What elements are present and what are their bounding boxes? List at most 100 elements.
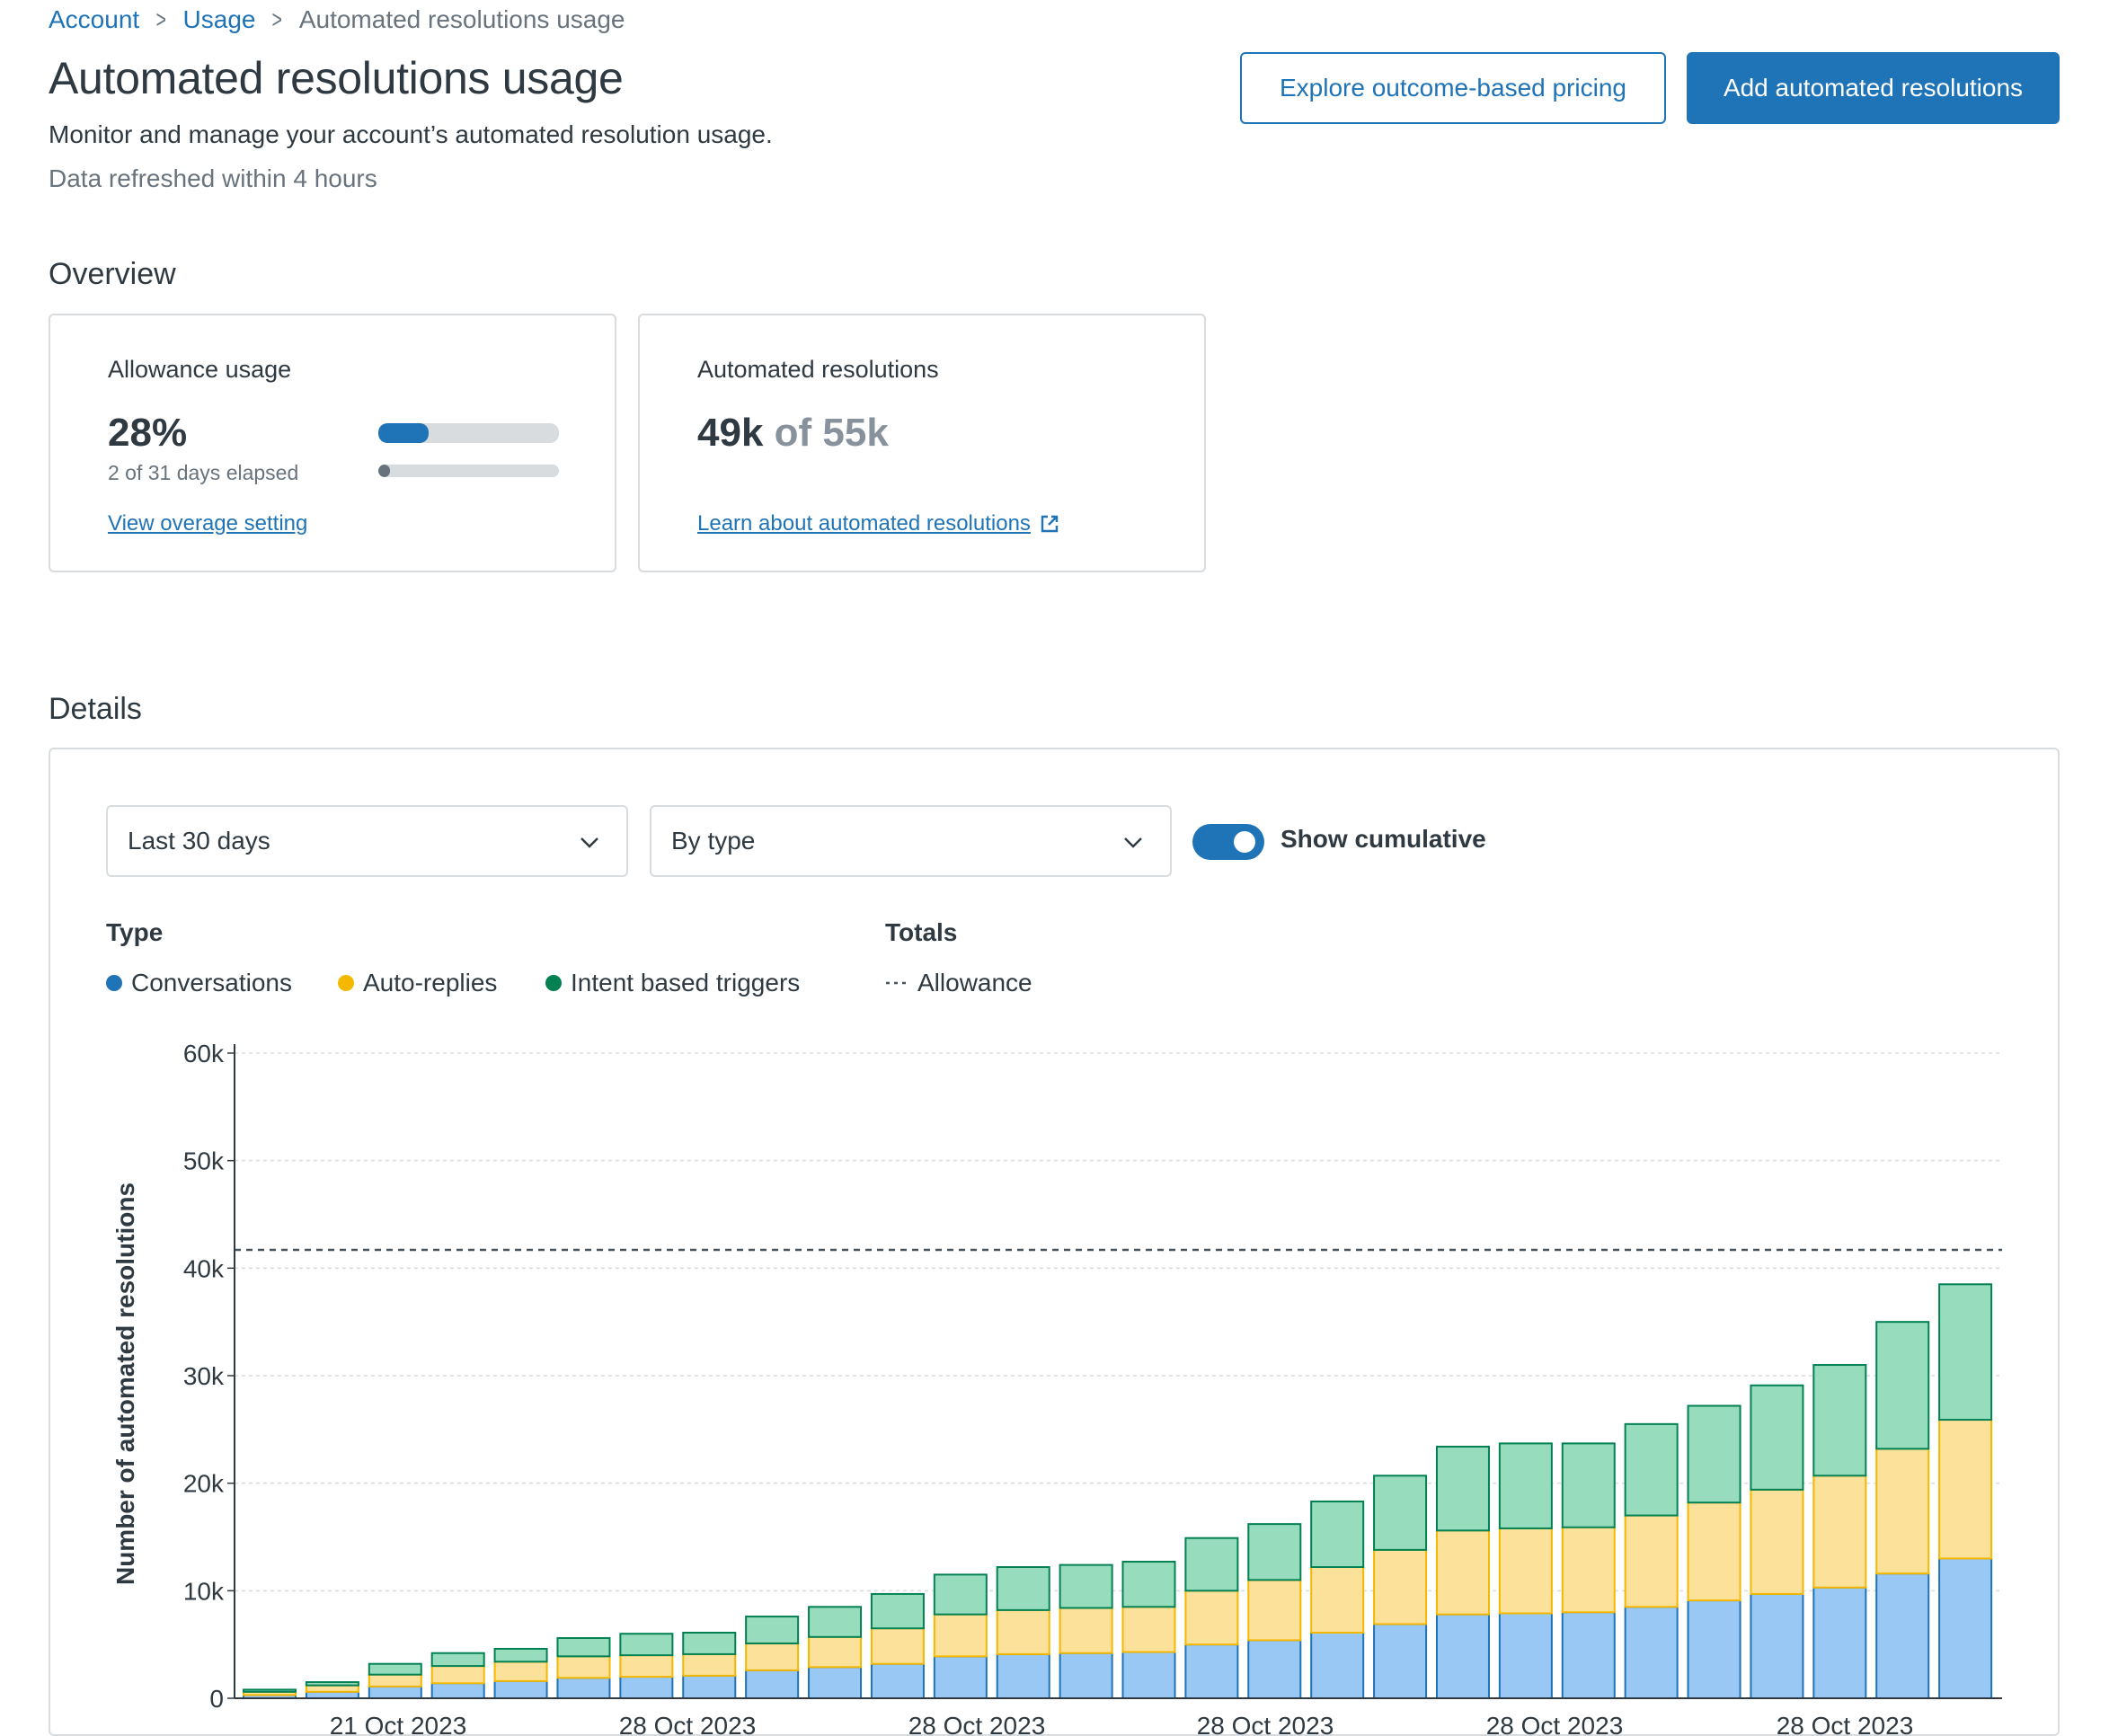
show-cumulative-label: Show cumulative: [1281, 825, 1486, 853]
allowance-usage-card: Allowance usage 28% 2 of 31 days elapsed…: [49, 314, 616, 572]
legend-totals-heading: Totals: [885, 918, 958, 946]
bar-intent-triggers: [870, 1592, 925, 1630]
bar-conversations: [430, 1682, 485, 1700]
learn-automated-resolutions-label: Learn about automated resolutions: [697, 511, 1031, 536]
bar-intent-triggers: [1498, 1442, 1553, 1529]
y-axis-title: Number of automated resolutions: [111, 1182, 139, 1585]
bar-conversations: [1059, 1652, 1113, 1699]
bar-auto-replies: [870, 1627, 925, 1665]
bar-conversations: [870, 1662, 925, 1699]
x-tick-label: 28 Oct 2023: [908, 1712, 1046, 1736]
breadcrumb-account-link[interactable]: Account: [49, 5, 140, 33]
bar-intent-triggers: [682, 1632, 737, 1655]
bar-intent-triggers: [1247, 1523, 1302, 1581]
y-tick-label: 0: [209, 1685, 224, 1713]
bar-auto-replies: [493, 1661, 548, 1682]
bar-auto-replies: [808, 1635, 863, 1669]
bar-auto-replies: [933, 1613, 988, 1658]
bar-auto-replies: [1687, 1501, 1741, 1602]
bar-conversations: [1938, 1557, 1993, 1700]
period-select-value: Last 30 days: [128, 827, 270, 855]
resolutions-total: of 55k: [774, 411, 889, 455]
show-cumulative-toggle[interactable]: [1192, 824, 1264, 860]
days-elapsed-text: 2 of 31 days elapsed: [108, 461, 299, 484]
chevron-down-icon: [580, 837, 598, 848]
automated-resolutions-value: 49k of 55k: [697, 411, 889, 456]
y-tick-label: 10k: [183, 1577, 225, 1605]
bar-conversations: [996, 1652, 1050, 1699]
legend-intent-based-triggers: Intent based triggers: [545, 969, 800, 997]
bar-auto-replies: [745, 1642, 800, 1671]
legend-auto-replies-label: Auto-replies: [363, 969, 498, 996]
legend-conversations: Conversations: [106, 969, 292, 997]
explore-pricing-button[interactable]: Explore outcome-based pricing: [1240, 52, 1666, 124]
y-tick-label: 50k: [183, 1147, 225, 1175]
bar-intent-triggers: [1121, 1561, 1176, 1608]
auto-replies-dot-icon: [338, 975, 354, 991]
view-overage-setting-link[interactable]: View overage setting: [108, 511, 307, 536]
breadcrumb-current: Automated resolutions usage: [298, 5, 625, 33]
y-tick-label: 60k: [183, 1040, 225, 1067]
allowance-usage-percent: 28%: [108, 411, 188, 455]
bar-intent-triggers: [619, 1633, 674, 1657]
bar-auto-replies: [1121, 1606, 1176, 1653]
bar-conversations: [619, 1676, 674, 1699]
toggle-knob: [1234, 831, 1255, 853]
bar-conversations: [493, 1679, 548, 1700]
bar-intent-triggers: [243, 1688, 297, 1693]
y-tick-label: 20k: [183, 1470, 225, 1498]
bar-intent-triggers: [745, 1616, 800, 1644]
bar-auto-replies: [1812, 1475, 1867, 1589]
bar-auto-replies: [1498, 1527, 1553, 1615]
bar-intent-triggers: [1624, 1422, 1679, 1517]
chevron-down-icon: [1124, 837, 1142, 848]
page-title: Automated resolutions usage: [49, 53, 624, 103]
bar-auto-replies: [1184, 1590, 1239, 1646]
bar-conversations: [556, 1677, 611, 1699]
bar-intent-triggers: [1059, 1563, 1113, 1609]
bar-intent-triggers: [933, 1573, 988, 1616]
bar-auto-replies: [996, 1608, 1050, 1655]
bar-auto-replies: [556, 1655, 611, 1679]
bar-auto-replies: [1938, 1419, 1993, 1560]
bar-conversations: [1812, 1586, 1867, 1699]
bar-intent-triggers: [1184, 1537, 1239, 1592]
bar-conversations: [1373, 1623, 1428, 1700]
learn-automated-resolutions-link[interactable]: Learn about automated resolutions: [697, 511, 1059, 536]
group-by-select[interactable]: By type: [650, 805, 1172, 877]
y-tick-label: 40k: [183, 1254, 225, 1282]
legend-auto-replies: Auto-replies: [338, 969, 497, 997]
bar-intent-triggers: [556, 1636, 611, 1658]
bar-auto-replies: [1561, 1526, 1616, 1614]
breadcrumb: Account > Usage > Automated resolutions …: [49, 4, 625, 36]
x-tick-label: 21 Oct 2023: [330, 1712, 467, 1736]
days-elapsed-progress-fill: [378, 465, 391, 477]
bar-intent-triggers: [368, 1662, 422, 1676]
automated-resolutions-label: Automated resolutions: [697, 356, 939, 383]
view-overage-setting-label: View overage setting: [108, 511, 308, 536]
allowance-usage-label: Allowance usage: [108, 356, 292, 383]
bar-intent-triggers: [808, 1606, 863, 1638]
bar-conversations: [1875, 1572, 1930, 1699]
breadcrumb-usage-link[interactable]: Usage: [182, 5, 256, 33]
y-tick-label: 30k: [183, 1362, 225, 1390]
legend-allowance-label: Allowance: [917, 969, 1032, 996]
legend-conversations-label: Conversations: [131, 969, 292, 996]
legend-intent-triggers-label: Intent based triggers: [571, 969, 801, 996]
refresh-note: Data refreshed within 4 hours: [49, 164, 377, 192]
page-subtitle: Monitor and manage your account’s automa…: [49, 120, 773, 148]
bar-intent-triggers: [1310, 1501, 1365, 1569]
allowance-usage-progress-bar: [378, 423, 559, 443]
bar-auto-replies: [305, 1684, 359, 1693]
bar-conversations: [1750, 1592, 1804, 1700]
period-select[interactable]: Last 30 days: [106, 805, 628, 877]
bar-conversations: [1624, 1606, 1679, 1699]
resolutions-used: 49k: [697, 411, 764, 455]
bar-auto-replies: [1875, 1448, 1930, 1575]
bar-auto-replies: [1059, 1607, 1113, 1654]
add-automated-resolutions-button[interactable]: Add automated resolutions: [1687, 52, 2060, 124]
bar-conversations: [1561, 1611, 1616, 1700]
details-title: Details: [49, 692, 142, 726]
bar-auto-replies: [1310, 1566, 1365, 1634]
